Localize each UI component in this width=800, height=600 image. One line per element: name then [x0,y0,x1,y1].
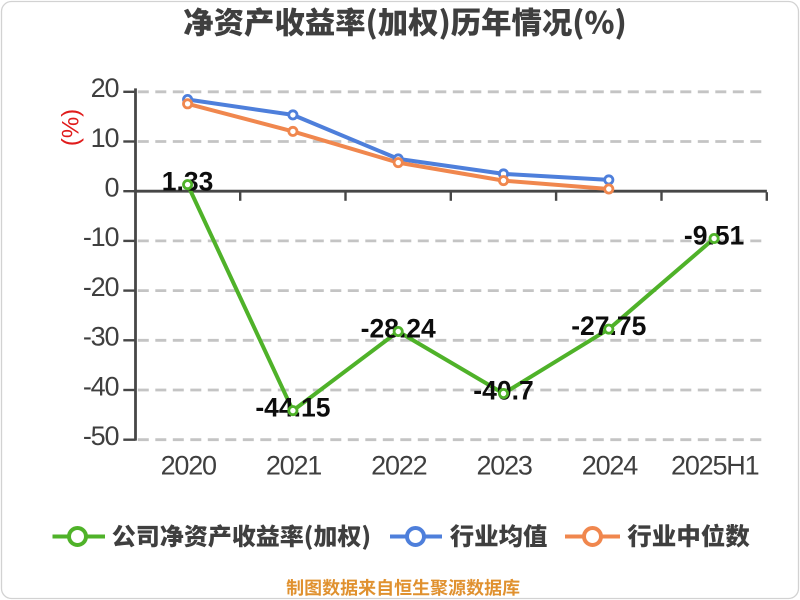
svg-text:-10: -10 [83,222,119,252]
svg-text:-40: -40 [83,371,119,401]
svg-text:(%): (%) [58,109,85,146]
svg-text:2022: 2022 [371,451,426,481]
svg-text:10: 10 [91,123,119,153]
svg-text:20: 20 [91,73,119,103]
svg-text:-30: -30 [83,322,119,352]
svg-text:2021: 2021 [266,451,321,481]
svg-text:-50: -50 [83,421,119,451]
svg-text:2024: 2024 [582,451,638,481]
svg-text:-20: -20 [83,272,119,302]
svg-text:2023: 2023 [476,451,531,481]
svg-text:2020: 2020 [161,451,216,481]
svg-text:2025H1: 2025H1 [671,451,759,481]
svg-text:0: 0 [104,173,118,203]
